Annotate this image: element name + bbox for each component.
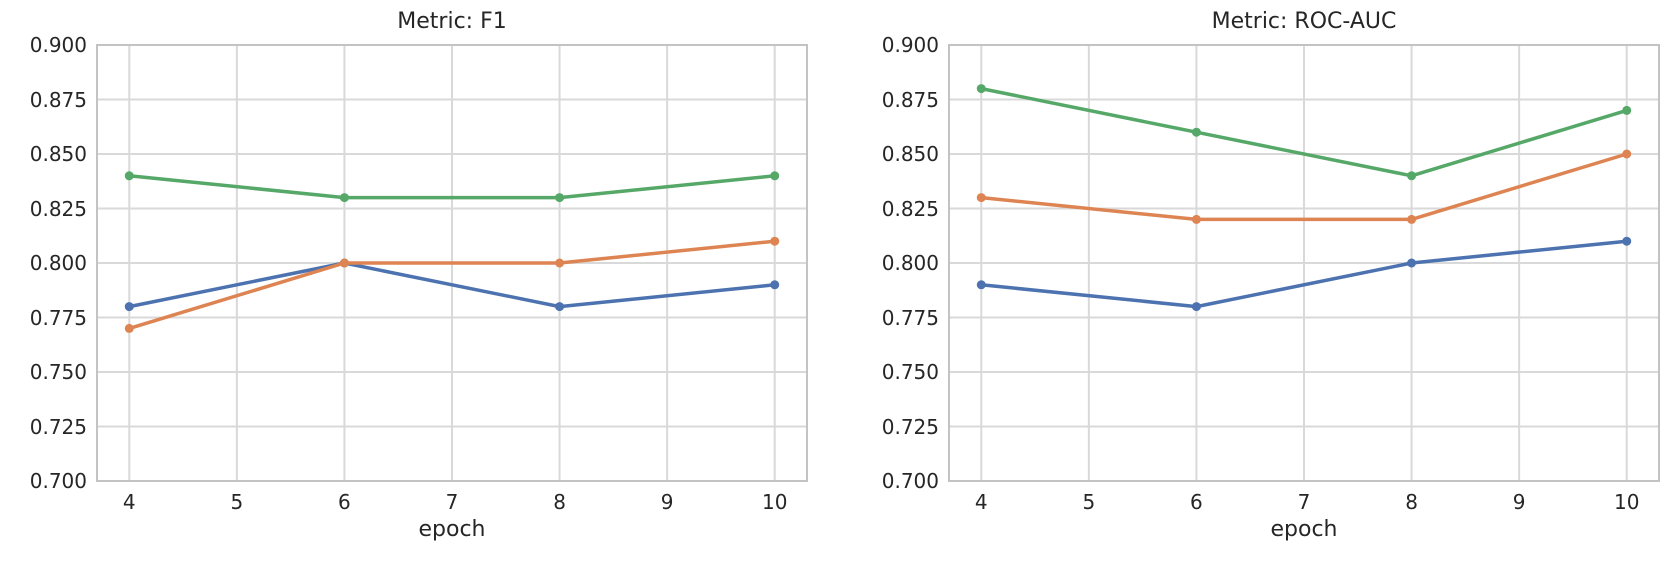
series-orange-marker (1407, 214, 1417, 224)
series-green-marker (976, 84, 986, 94)
plot-area (96, 44, 808, 482)
x-tick-label: 8 (1405, 490, 1418, 514)
series-orange-marker (555, 258, 565, 268)
series-blue-marker (1622, 236, 1632, 246)
series-green-marker (1622, 105, 1632, 115)
y-tick-label: 0.800 (29, 251, 87, 275)
y-tick-label: 0.775 (881, 305, 939, 330)
chart-panel-f1: Metric: F1 0.700 0.725 0.750 0.775 0.800 0.825… (0, 0, 836, 565)
series-orange-line (979, 152, 1629, 222)
series-blue-line (127, 261, 777, 309)
series-orange-line (127, 239, 777, 331)
x-tick-label: 7 (1297, 490, 1311, 514)
y-tick-label: 0.875 (881, 87, 939, 112)
series-green-marker (770, 171, 780, 181)
series-green-marker (339, 193, 349, 203)
series-blue-marker (1191, 302, 1201, 312)
x-tick-label: 5 (1082, 490, 1096, 514)
y-tick-label: 0.700 (881, 469, 939, 493)
series-orange-marker (976, 193, 986, 203)
series-blue-marker (976, 280, 986, 290)
x-tick-label: 4 (122, 490, 136, 514)
y-tick-label: 0.725 (881, 414, 939, 439)
x-tick-label: 10 (761, 490, 788, 514)
y-tick-label: 0.750 (29, 360, 87, 384)
series-green-marker (1191, 127, 1201, 137)
y-tick-label: 0.900 (29, 33, 87, 57)
series-orange-marker (339, 258, 349, 268)
plot-border (96, 44, 808, 482)
y-tick-label: 0.800 (881, 251, 939, 275)
plot-border (948, 44, 1660, 482)
series-orange-marker (124, 323, 134, 333)
series-green-line (127, 174, 777, 200)
series-blue-marker (124, 302, 134, 312)
y-tick-label: 0.775 (29, 305, 87, 330)
chart-panel-roc-auc: Metric: ROC-AUC 0.700 0.725 0.750 0.775 0.800… (837, 0, 1673, 565)
chart-title: Metric: F1 (397, 9, 507, 34)
series-green-marker (555, 193, 565, 203)
x-tick-label: 9 (1512, 490, 1526, 514)
y-tick-label: 0.825 (29, 196, 87, 221)
series-green-marker (1407, 171, 1417, 181)
plot-area (948, 44, 1660, 482)
y-tick-label: 0.825 (881, 196, 939, 221)
x-tick-label: 8 (553, 490, 566, 514)
x-tick-label: 6 (1190, 490, 1203, 514)
series-green-marker (124, 171, 134, 181)
series-blue-marker (555, 302, 565, 312)
series-orange-marker (1191, 214, 1201, 224)
x-tick-label: 7 (445, 490, 459, 514)
y-tick-label: 0.875 (29, 87, 87, 112)
y-tick-label: 0.750 (881, 360, 939, 384)
series-orange-marker (770, 236, 780, 246)
x-axis-label: epoch (418, 517, 486, 542)
series-orange-marker (1622, 149, 1632, 159)
x-tick-label: 4 (974, 490, 988, 514)
y-tick-label: 0.850 (29, 142, 87, 166)
x-tick-label: 5 (230, 490, 244, 514)
x-tick-label: 9 (660, 490, 674, 514)
series-blue-marker (770, 280, 780, 290)
y-tick-label: 0.700 (29, 469, 87, 493)
y-tick-label: 0.850 (881, 142, 939, 166)
series-blue-marker (1407, 258, 1417, 268)
x-tick-label: 10 (1613, 490, 1640, 514)
x-axis-label: epoch (1270, 517, 1338, 542)
y-tick-label: 0.900 (881, 33, 939, 57)
chart-title: Metric: ROC-AUC (1211, 9, 1397, 34)
series-green-line (979, 86, 1629, 178)
x-tick-label: 6 (338, 490, 351, 514)
y-tick-label: 0.725 (29, 414, 87, 439)
series-blue-line (979, 239, 1629, 309)
